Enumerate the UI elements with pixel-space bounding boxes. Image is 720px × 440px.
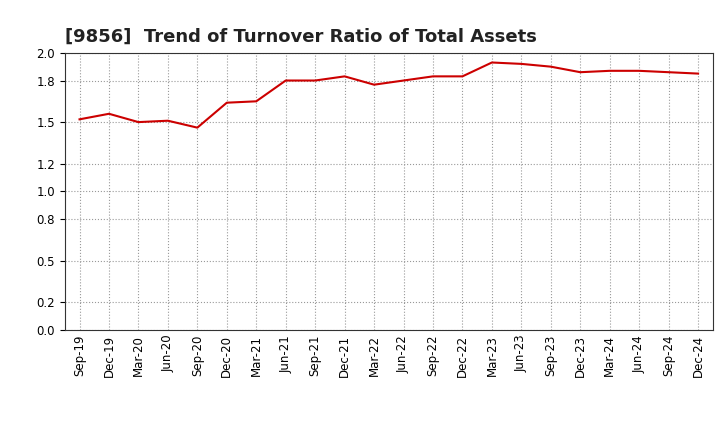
Text: [9856]  Trend of Turnover Ratio of Total Assets: [9856] Trend of Turnover Ratio of Total … <box>65 28 536 46</box>
